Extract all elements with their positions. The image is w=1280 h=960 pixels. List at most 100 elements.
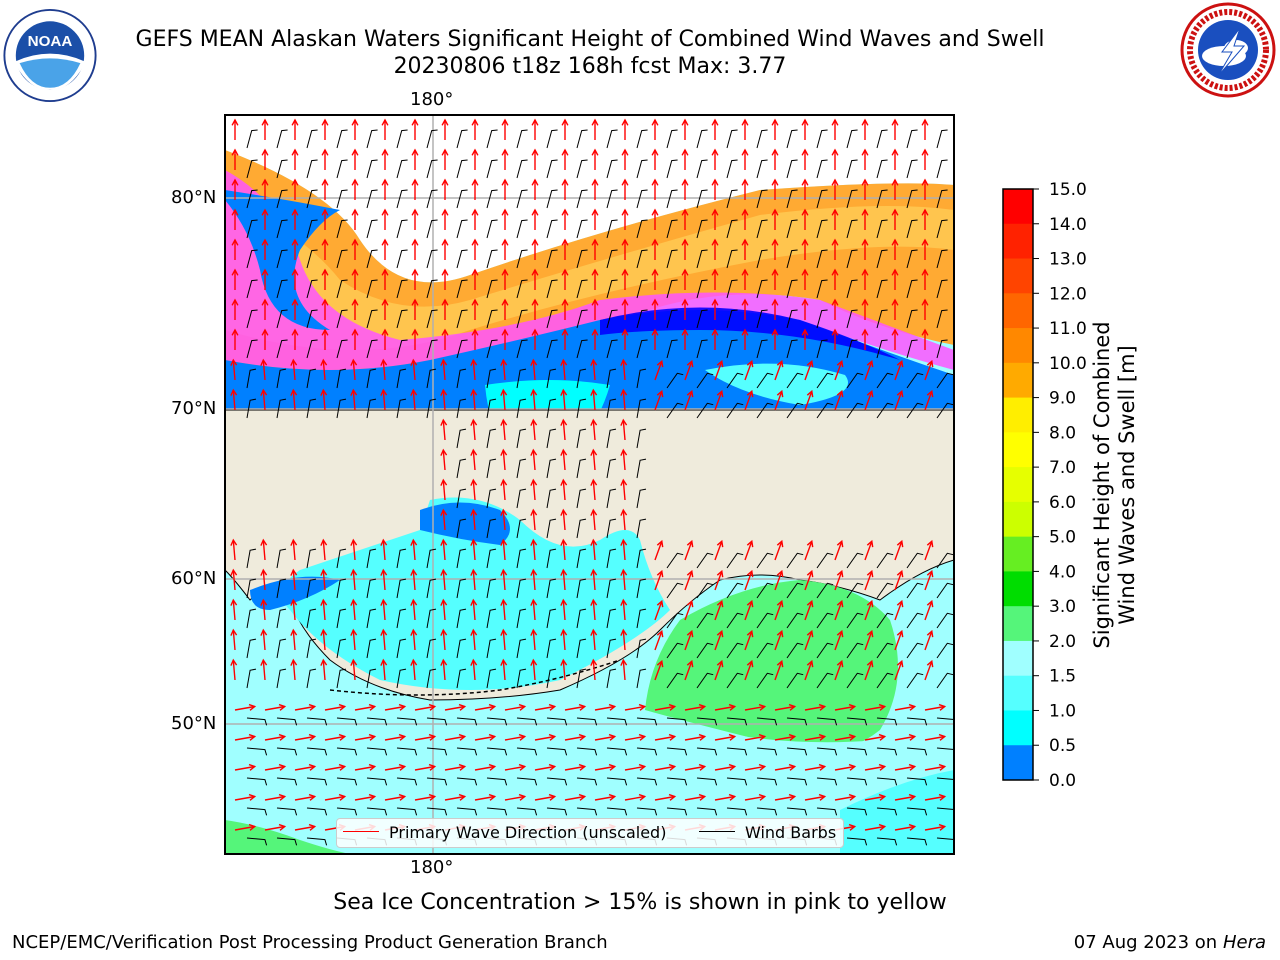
wind-barb [276, 747, 298, 756]
wind-barb [816, 582, 834, 599]
wave-direction-arrow [534, 735, 555, 741]
wave-direction-arrowhead [861, 118, 869, 126]
wave-direction-arrow [534, 795, 555, 801]
wind-barb [456, 398, 467, 419]
wave-direction-arrowhead [530, 388, 538, 396]
colorbar-tick-label: 7.0 [1049, 458, 1076, 478]
wave-direction-arrowhead [230, 568, 238, 576]
wave-direction-arrowhead [410, 658, 418, 666]
wave-direction-arrow [834, 600, 843, 621]
wave-direction-arrowhead [891, 118, 899, 126]
lat-label-60n: 60°N [171, 568, 217, 589]
wind-barb [456, 578, 467, 599]
wind-barb [366, 279, 378, 299]
wind-barb [366, 219, 378, 239]
wave-direction-arrowhead [728, 763, 737, 771]
wind-barb [816, 552, 834, 569]
wind-barb [846, 249, 858, 269]
wave-direction-arrowhead [470, 598, 478, 606]
wave-direction-arrowhead [620, 478, 628, 486]
wave-direction-arrowhead [831, 148, 839, 156]
wave-direction-arrow [472, 540, 476, 561]
wind-barb [366, 189, 378, 209]
wave-direction-arrowhead [321, 178, 329, 186]
wind-barb [636, 279, 648, 299]
wave-direction-arrow [262, 540, 266, 561]
wave-direction-arrow [864, 360, 873, 381]
wind-barb [576, 717, 598, 726]
wave-direction-arrow [292, 390, 296, 411]
wave-direction-arrow [592, 540, 596, 561]
wind-barb [426, 777, 448, 786]
wave-direction-arrowhead [771, 118, 779, 126]
wave-direction-arrowhead [261, 238, 269, 246]
wave-direction-arrowhead [320, 658, 328, 666]
wave-direction-arrowhead [921, 328, 929, 336]
wave-direction-arrowhead [380, 568, 388, 576]
wave-direction-arrow [834, 795, 855, 801]
wave-direction-arrowhead [620, 538, 628, 546]
wind-barb [366, 309, 378, 329]
wind-barb [456, 488, 467, 509]
wave-direction-arrowhead [818, 793, 827, 801]
wave-direction-arrow [294, 795, 315, 801]
wave-direction-arrowhead [260, 598, 268, 606]
wind-barb [576, 548, 587, 569]
wave-direction-arrow [562, 660, 566, 681]
wind-barb [876, 339, 888, 359]
wave-direction-arrowhead [806, 359, 814, 368]
wave-direction-arrowhead [561, 328, 569, 336]
wave-direction-arrow [714, 540, 723, 561]
wave-direction-arrow [654, 705, 675, 711]
wave-direction-arrowhead [381, 328, 389, 336]
wind-barb [366, 368, 377, 389]
wave-direction-arrowhead [836, 629, 844, 638]
wind-barb [276, 249, 288, 269]
wind-barb [456, 249, 468, 269]
wind-barb [936, 837, 954, 841]
wave-direction-arrow [714, 600, 723, 621]
wind-barb [666, 159, 678, 179]
wave-direction-arrow [804, 795, 825, 801]
wave-direction-arrow [834, 660, 843, 681]
wind-barb [876, 372, 894, 389]
wave-direction-arrow [774, 390, 783, 411]
footer-date: 07 Aug 2023 on Hera [1074, 932, 1266, 953]
wave-direction-arrowhead [530, 658, 538, 666]
wave-direction-arrowhead [621, 178, 629, 186]
wind-barb [426, 189, 438, 209]
wave-direction-arrowhead [746, 539, 754, 548]
wave-direction-arrowhead [560, 358, 568, 366]
wind-barb [486, 339, 498, 359]
wave-direction-arrowhead [231, 238, 239, 246]
colorbar-tick-label: 9.0 [1049, 389, 1076, 409]
wind-barb [426, 578, 437, 599]
wave-direction-arrow [804, 765, 825, 771]
wind-barb [366, 129, 378, 149]
wave-direction-arrowhead [470, 628, 478, 636]
wave-direction-arrowhead [651, 178, 659, 186]
wind-barb [336, 219, 348, 239]
wave-direction-arrowhead [878, 703, 887, 711]
wave-direction-arrow [382, 630, 386, 651]
wave-direction-arrow [714, 390, 723, 411]
wave-direction-arrowhead [291, 208, 299, 216]
wave-direction-arrowhead [716, 659, 724, 668]
wind-barb [426, 279, 438, 299]
wave-direction-arrowhead [590, 418, 598, 426]
wind-barb [876, 309, 888, 329]
wave-direction-arrowhead [548, 793, 557, 801]
wave-direction-arrow [622, 360, 626, 381]
wind-barb [246, 747, 268, 756]
wave-direction-arrowhead [608, 703, 617, 711]
wave-direction-arrowhead [836, 359, 844, 368]
wind-barb [846, 159, 858, 179]
wave-direction-arrowhead [440, 388, 448, 396]
wind-barb [546, 339, 558, 359]
wind-barb [366, 578, 377, 599]
wave-direction-arrowhead [291, 118, 299, 126]
wave-direction-arrow [294, 735, 315, 741]
wind-barb [696, 642, 714, 659]
wave-direction-arrow [804, 360, 813, 381]
wave-direction-arrowhead [686, 629, 694, 638]
